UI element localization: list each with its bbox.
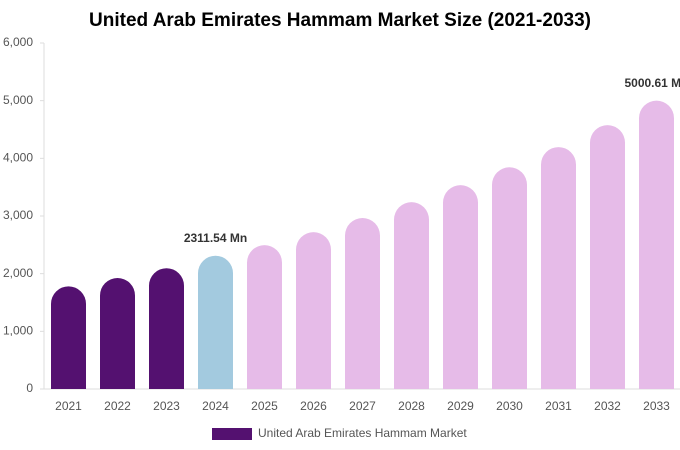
bar: [149, 268, 184, 389]
x-tick-label: 2023: [153, 399, 180, 413]
legend-label: United Arab Emirates Hammam Market: [258, 426, 467, 440]
chart-title: United Arab Emirates Hammam Market Size …: [89, 10, 591, 31]
y-tick-label: 6,000: [3, 35, 33, 49]
bar: [247, 245, 282, 389]
x-tick-label: 2026: [300, 399, 327, 413]
x-tick-label: 2025: [251, 399, 278, 413]
bar: [639, 100, 674, 389]
bar: [394, 202, 429, 389]
y-tick-label: 5,000: [3, 93, 33, 107]
x-tick-label: 2032: [594, 399, 621, 413]
x-tick-label: 2028: [398, 399, 425, 413]
x-tick-label: 2030: [496, 399, 523, 413]
x-tick-label: 2027: [349, 399, 376, 413]
x-tick-label: 2021: [55, 399, 82, 413]
bar: [541, 147, 576, 389]
data-label: 5000.61 Mn: [624, 76, 680, 90]
y-tick-label: 4,000: [3, 151, 33, 165]
y-tick-label: 2,000: [3, 266, 33, 280]
y-tick-label: 1,000: [3, 324, 33, 338]
bar: [100, 277, 135, 389]
legend-swatch: [212, 428, 252, 440]
bar: [345, 218, 380, 389]
x-tick-label: 2031: [545, 399, 572, 413]
bar: [198, 255, 233, 389]
x-tick-label: 2024: [202, 399, 229, 413]
bar: [590, 125, 625, 389]
bar: [51, 286, 86, 389]
bar: [296, 232, 331, 389]
y-tick-label: 3,000: [3, 208, 33, 222]
bar: [443, 185, 478, 389]
bar: [492, 167, 527, 389]
y-tick-label: 0: [26, 381, 33, 395]
x-tick-label: 2033: [643, 399, 670, 413]
x-tick-label: 2022: [104, 399, 131, 413]
data-label: 2311.54 Mn: [184, 231, 247, 245]
x-tick-label: 2029: [447, 399, 474, 413]
